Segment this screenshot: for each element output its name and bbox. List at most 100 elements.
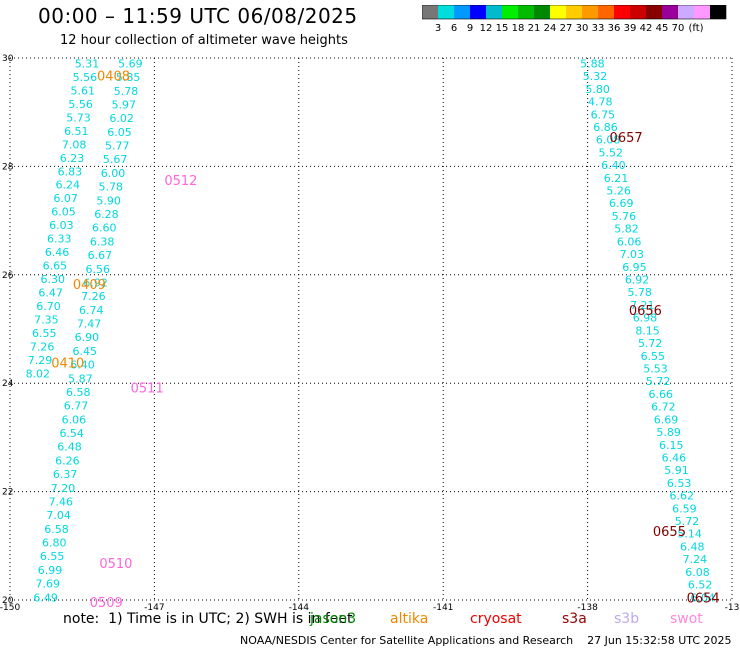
color-scale-label: 12 bbox=[480, 23, 493, 34]
wave-height-value: 6.26 bbox=[55, 454, 80, 467]
wave-height-value: 6.04 bbox=[690, 591, 715, 604]
pass-time-label: 0654 bbox=[687, 591, 720, 606]
wave-height-value: 5.73 bbox=[66, 111, 91, 124]
wave-height-value: 6.15 bbox=[659, 439, 684, 452]
wave-height-value: 5.88 bbox=[580, 57, 605, 70]
longitude-label: -150 bbox=[0, 603, 20, 612]
color-swatch bbox=[598, 5, 614, 19]
wave-height-value: 6.40 bbox=[601, 159, 626, 172]
wave-height-value: 6.90 bbox=[75, 331, 100, 344]
map-title: 00:00 – 11:59 UTC 06/08/2025 bbox=[38, 4, 358, 28]
wave-height-value: 6.08 bbox=[596, 134, 621, 147]
longitude-label: -141 bbox=[433, 603, 453, 612]
color-swatch bbox=[422, 5, 438, 19]
wave-height-value: 5.89 bbox=[656, 426, 681, 439]
color-swatch bbox=[486, 5, 502, 19]
wave-height-value: 5.52 bbox=[599, 146, 624, 159]
wave-height-value: 5.31 bbox=[75, 57, 100, 70]
color-swatch bbox=[582, 5, 598, 19]
wave-height-value: 5.78 bbox=[99, 181, 124, 194]
wave-height-value: 7.21 bbox=[630, 299, 655, 312]
wave-height-value: 6.67 bbox=[88, 249, 113, 262]
wave-height-value: 5.61 bbox=[70, 84, 95, 97]
credit-line: NOAA/NESDIS Center for Satellite Applica… bbox=[240, 634, 732, 647]
wave-height-value: 6.70 bbox=[36, 300, 61, 313]
wave-height-value: 6.69 bbox=[609, 197, 634, 210]
wave-height-value: 6.06 bbox=[617, 235, 642, 248]
color-swatch bbox=[662, 5, 678, 19]
wave-height-value: 5.78 bbox=[627, 286, 652, 299]
wave-height-value: 7.08 bbox=[62, 138, 87, 151]
pass-time-label: 0408 bbox=[97, 69, 130, 84]
wave-height-value: 5.82 bbox=[614, 223, 639, 236]
wave-height-value: 6.58 bbox=[66, 386, 91, 399]
wave-height-value: 6.59 bbox=[672, 502, 697, 515]
wave-height-value: 5.80 bbox=[585, 83, 610, 96]
color-swatch bbox=[566, 5, 582, 19]
wave-height-value: 5.26 bbox=[606, 185, 631, 198]
wave-height-value: 6.58 bbox=[44, 523, 69, 536]
color-swatch bbox=[470, 5, 486, 19]
wave-height-value: 6.65 bbox=[43, 260, 68, 273]
wave-height-value: 6.02 bbox=[109, 112, 134, 125]
color-swatch bbox=[694, 5, 710, 19]
color-scale-label: 6 bbox=[451, 23, 457, 34]
footnote: note: 1) Time is in UTC; 2) SWH is in fe… bbox=[63, 611, 353, 627]
satellite-legend-jason3: jason3 bbox=[310, 611, 357, 627]
wave-height-value: 8.15 bbox=[635, 324, 660, 337]
wave-height-value: 6.83 bbox=[58, 165, 83, 178]
wave-height-value: 6.08 bbox=[685, 566, 710, 579]
color-scale-unit: (ft) bbox=[688, 23, 703, 34]
wave-height-value: 5.76 bbox=[612, 210, 637, 223]
wave-height-value: 6.53 bbox=[667, 477, 692, 490]
wave-height-value: 6.05 bbox=[107, 126, 132, 139]
wave-height-value: 8.02 bbox=[26, 367, 51, 380]
wave-height-value: 6.46 bbox=[45, 246, 70, 259]
wave-height-value: 7.35 bbox=[34, 314, 59, 327]
color-scale-label: 45 bbox=[656, 23, 669, 34]
wave-height-value: 6.80 bbox=[42, 537, 67, 550]
wave-height-value: 7.26 bbox=[30, 340, 55, 353]
latitude-label: 20 bbox=[2, 596, 14, 606]
satellite-legend-s3a: s3a bbox=[562, 611, 587, 627]
wave-height-value: 5.87 bbox=[68, 372, 93, 385]
latitude-label: 22 bbox=[2, 488, 13, 498]
latitude-label: 24 bbox=[2, 379, 14, 389]
wave-height-value: 6.00 bbox=[101, 167, 126, 180]
color-swatch bbox=[518, 5, 534, 19]
color-scale-label: 15 bbox=[496, 23, 509, 34]
wave-height-value: 6.77 bbox=[64, 400, 89, 413]
wave-height-value: 5.56 bbox=[68, 98, 93, 111]
color-swatch bbox=[646, 5, 662, 19]
color-swatch bbox=[630, 5, 646, 19]
color-swatch bbox=[550, 5, 566, 19]
color-swatch bbox=[438, 5, 454, 19]
wave-height-value: 5.90 bbox=[96, 194, 121, 207]
wave-height-value: 6.48 bbox=[57, 441, 82, 454]
wave-height-value: 6.95 bbox=[622, 261, 647, 274]
wave-height-value: 7.29 bbox=[28, 354, 53, 367]
wave-height-value: 7.04 bbox=[46, 509, 71, 522]
wave-height-value: 6.66 bbox=[648, 388, 673, 401]
longitude-label: -13 bbox=[725, 603, 740, 612]
pass-time-label: 0512 bbox=[164, 174, 197, 189]
wave-height-value: 6.48 bbox=[680, 540, 705, 553]
wave-height-value: 6.56 bbox=[86, 263, 111, 276]
color-swatch bbox=[454, 5, 470, 19]
pass-time-label: 0656 bbox=[629, 304, 662, 319]
wave-height-value: 6.55 bbox=[40, 550, 65, 563]
wave-height-value: 7.20 bbox=[51, 482, 76, 495]
wave-height-value: 6.49 bbox=[33, 591, 58, 604]
pass-time-label: 0410 bbox=[51, 357, 84, 372]
map-subtitle: 12 hour collection of altimeter wave hei… bbox=[60, 33, 348, 48]
wave-height-value: 7.47 bbox=[77, 318, 102, 331]
longitude-label: -144 bbox=[289, 603, 310, 612]
wave-height-value: 6.86 bbox=[593, 121, 618, 134]
wave-height-value: 5.32 bbox=[583, 70, 608, 83]
wave-height-value: 7.03 bbox=[620, 248, 645, 261]
wave-height-value: 6.06 bbox=[62, 413, 87, 426]
wave-height-value: 7.24 bbox=[683, 553, 708, 566]
color-swatch bbox=[614, 5, 630, 19]
pass-time-label: 0510 bbox=[99, 557, 132, 572]
